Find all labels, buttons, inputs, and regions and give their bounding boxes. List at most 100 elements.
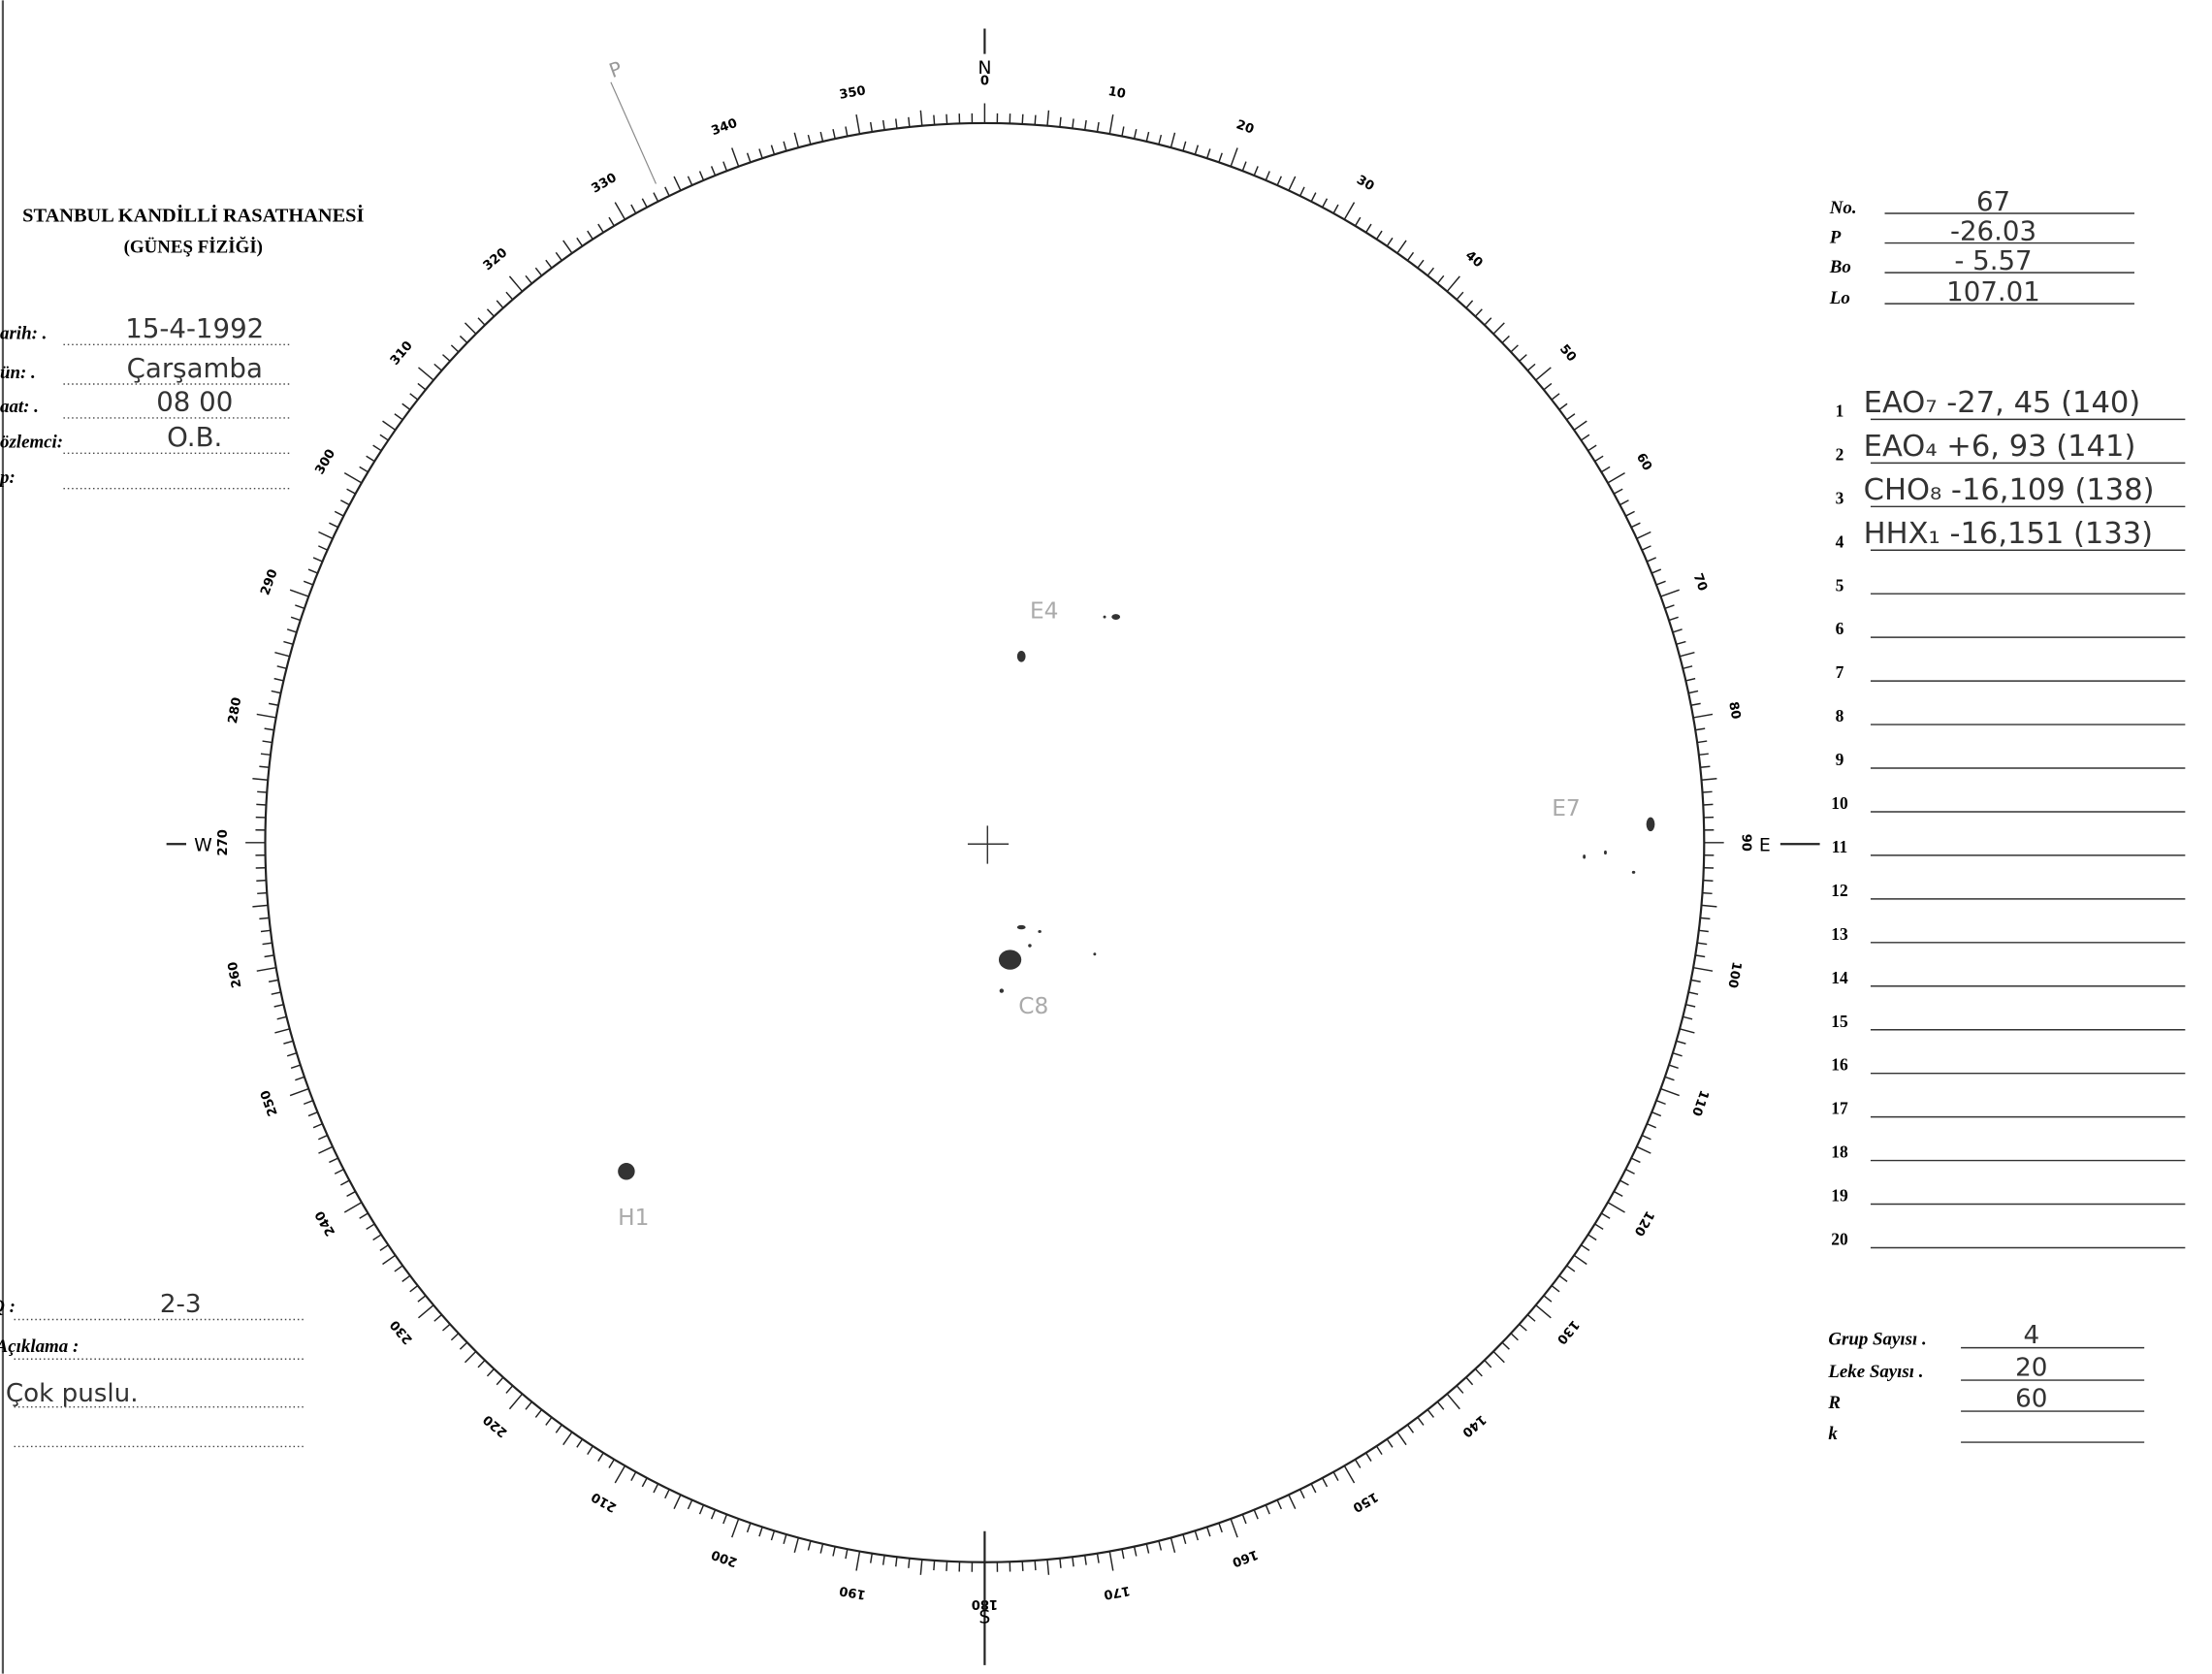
compass-lines bbox=[166, 28, 1820, 1665]
sketch-label: C8 bbox=[1018, 993, 1048, 1019]
center-cross bbox=[967, 825, 1010, 864]
description-label: Açıklama : bbox=[0, 1336, 79, 1357]
degree-label: 280 bbox=[226, 696, 245, 725]
param-label: P bbox=[1829, 228, 1842, 248]
group-number: 13 bbox=[1831, 924, 1848, 944]
sunspot bbox=[998, 950, 1022, 970]
param-value: - 5.57 bbox=[1954, 244, 2032, 276]
param-label: Lo bbox=[1829, 288, 1850, 308]
sunspot bbox=[618, 1163, 635, 1180]
group-number: 9 bbox=[1836, 750, 1844, 769]
degree-label: 210 bbox=[589, 1489, 619, 1515]
field-label: p: bbox=[0, 467, 16, 488]
degree-label: 10 bbox=[1106, 84, 1127, 102]
group-number: 2 bbox=[1836, 444, 1844, 464]
group-number: 4 bbox=[1836, 531, 1844, 551]
field-label: özlemci: bbox=[0, 432, 63, 452]
degree-label: 140 bbox=[1459, 1411, 1489, 1439]
group-entry: EAO₇ -27, 45 (140) bbox=[1864, 386, 2141, 420]
total-label: k bbox=[1828, 1424, 1838, 1444]
field-value: Çarşamba bbox=[127, 352, 263, 384]
group-number: 12 bbox=[1831, 881, 1847, 900]
group-number: 16 bbox=[1831, 1055, 1848, 1075]
total-value: 60 bbox=[2015, 1385, 2047, 1414]
group-number: 3 bbox=[1836, 488, 1844, 507]
degree-label: 40 bbox=[1462, 248, 1486, 271]
degree-label: 160 bbox=[1230, 1546, 1260, 1568]
group-number: 5 bbox=[1836, 575, 1844, 595]
total-label: R bbox=[1827, 1393, 1841, 1413]
sunspot bbox=[1016, 650, 1026, 662]
group-entry: EAO₄ +6, 93 (141) bbox=[1864, 430, 2136, 464]
degree-label: 250 bbox=[258, 1088, 280, 1118]
field-label: arih: . bbox=[0, 323, 47, 343]
sunspot bbox=[1028, 944, 1032, 948]
degree-label: 310 bbox=[388, 338, 416, 369]
param-value: -26.03 bbox=[1950, 215, 2036, 247]
group-number: 7 bbox=[1836, 662, 1844, 682]
degree-label: 240 bbox=[313, 1208, 339, 1239]
sunspot bbox=[1631, 870, 1636, 874]
degree-label: 80 bbox=[1725, 700, 1743, 721]
sketch-label: E4 bbox=[1030, 598, 1059, 625]
total-label: Grup Sayısı . bbox=[1828, 1330, 1926, 1350]
degree-label: 340 bbox=[710, 116, 740, 139]
degree-label: 50 bbox=[1556, 342, 1579, 366]
q-value: 2-3 bbox=[160, 1290, 202, 1319]
degree-label: 350 bbox=[838, 83, 867, 103]
group-number: 17 bbox=[1831, 1099, 1848, 1118]
degree-label: 320 bbox=[481, 245, 511, 274]
param-value: 107.01 bbox=[1946, 275, 2040, 307]
group-number: 6 bbox=[1836, 619, 1844, 638]
degree-label: 130 bbox=[1554, 1317, 1582, 1347]
group-number: 20 bbox=[1831, 1230, 1848, 1249]
solar-disk bbox=[264, 121, 1706, 1563]
sunspot bbox=[1038, 930, 1042, 933]
group-number: 14 bbox=[1831, 968, 1848, 987]
total-label: Leke Sayısı . bbox=[1827, 1362, 1923, 1382]
degree-label: 90 bbox=[1739, 834, 1753, 852]
field-label: aat: . bbox=[0, 397, 39, 417]
sunspot bbox=[1111, 614, 1121, 620]
sunspot bbox=[1583, 854, 1587, 859]
west: W bbox=[194, 835, 212, 856]
total-value: 20 bbox=[2015, 1354, 2047, 1383]
subtitle: (GÜNEŞ FİZİĞİ) bbox=[124, 237, 263, 258]
sunspot bbox=[999, 988, 1005, 993]
scale-ticks bbox=[245, 103, 1724, 1583]
group-number: 19 bbox=[1831, 1186, 1848, 1206]
degree-label: 30 bbox=[1354, 173, 1376, 194]
sunspot bbox=[1646, 817, 1655, 832]
sunspot bbox=[1604, 850, 1607, 855]
degree-label: 300 bbox=[313, 447, 339, 477]
description: Çok puslu. bbox=[6, 1379, 139, 1408]
group-number: 18 bbox=[1831, 1143, 1848, 1162]
sketch-label: H1 bbox=[618, 1205, 649, 1231]
total-value: 4 bbox=[2023, 1321, 2039, 1350]
degree-label: 170 bbox=[1103, 1583, 1132, 1602]
degree-label: 190 bbox=[838, 1583, 867, 1602]
degree-label: 230 bbox=[388, 1317, 416, 1347]
group-number: 1 bbox=[1836, 401, 1844, 420]
title: STANBUL KANDİLLİ RASATHANESİ bbox=[22, 204, 364, 227]
sunspot bbox=[1016, 924, 1026, 930]
degree-label: 200 bbox=[710, 1546, 740, 1568]
degree-label: 260 bbox=[226, 960, 245, 989]
group-number: 8 bbox=[1836, 706, 1844, 725]
degree-label: 0 bbox=[980, 75, 989, 89]
degree-label: 330 bbox=[589, 171, 619, 197]
degree-label: 120 bbox=[1631, 1208, 1657, 1239]
degree-label: 220 bbox=[481, 1411, 511, 1439]
group-entry: HHX₁ -16,151 (133) bbox=[1864, 517, 2153, 551]
q-label: Q : bbox=[0, 1297, 16, 1317]
pole-label: P bbox=[606, 56, 625, 82]
degree-label: 60 bbox=[1633, 451, 1654, 473]
field-value: 08 00 bbox=[156, 386, 233, 418]
field-label: ün: . bbox=[0, 363, 36, 383]
param-label: No. bbox=[1829, 198, 1857, 218]
param-value: 67 bbox=[1976, 185, 2010, 217]
field-value: O.B. bbox=[167, 421, 222, 453]
degree-label: 290 bbox=[258, 567, 280, 597]
degree-label: 270 bbox=[216, 829, 231, 855]
